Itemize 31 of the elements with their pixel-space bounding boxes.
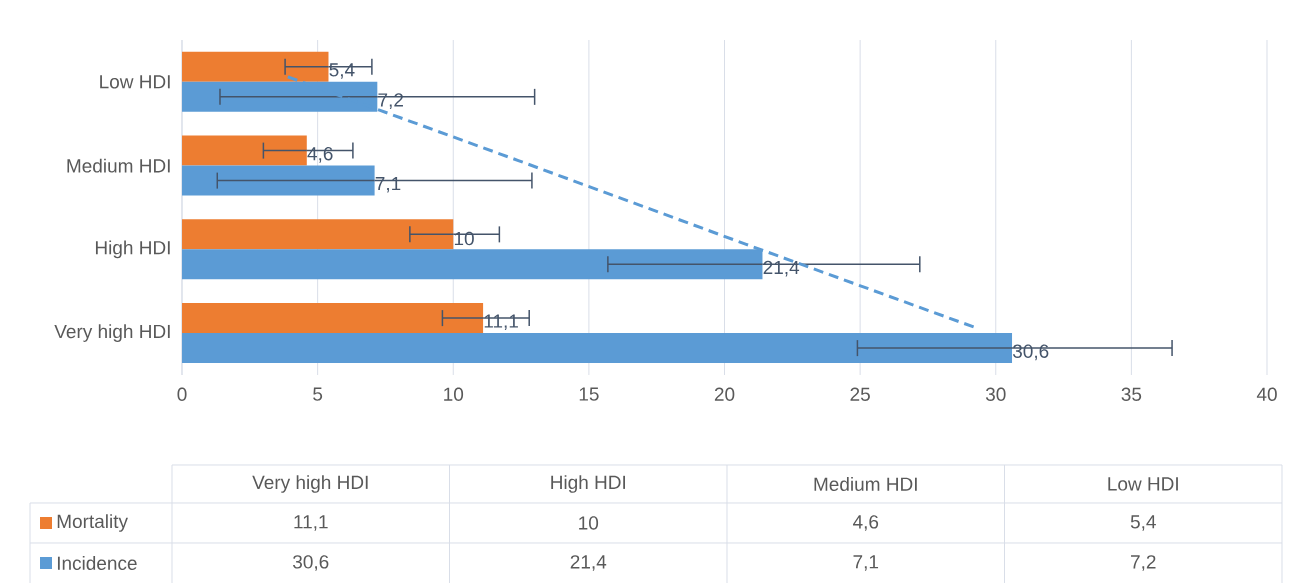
y-tick-label: Medium HDI [67, 158, 170, 173]
y-tick-label: High HDI [95, 240, 170, 259]
category-label: Very high HDI [252, 475, 368, 493]
y-tick-label: Low HDI [100, 75, 170, 89]
data-label: 5,4 [329, 63, 355, 79]
x-tick-label: 35 [1121, 387, 1142, 401]
text: 4,6 [852, 515, 879, 531]
data-label: 7,1 [375, 177, 401, 193]
text: 7,1 [853, 555, 879, 571]
text: 11,1 [294, 515, 328, 531]
x-tick-label: 15 [579, 387, 599, 401]
x-tick-label: 30 [985, 387, 1006, 401]
data-label: 30,6 [1012, 344, 1049, 361]
text: 21,4 [570, 555, 607, 571]
legend-label: Incidence [57, 556, 137, 570]
legend-label: Mortality [57, 514, 128, 532]
x-tick-label: 25 [850, 387, 870, 401]
category-label: Low HDI [1108, 477, 1178, 491]
category-label: High HDI [551, 475, 626, 493]
x-tick-label: 20 [714, 387, 735, 401]
x-tick-label: 40 [1256, 387, 1277, 401]
x-tick-label: 5 [313, 387, 323, 401]
text: 5,4 [1130, 515, 1156, 531]
text: 10 [579, 516, 599, 530]
text: 7,2 [1131, 555, 1156, 571]
category-label: Medium HDI [814, 477, 917, 491]
x-tick-label: 0 [177, 387, 187, 401]
x-tick-label: 10 [444, 387, 464, 401]
text: 30,6 [292, 555, 329, 571]
data-label: 11,1 [484, 314, 518, 331]
y-tick-label: Very high HDI [54, 324, 170, 342]
